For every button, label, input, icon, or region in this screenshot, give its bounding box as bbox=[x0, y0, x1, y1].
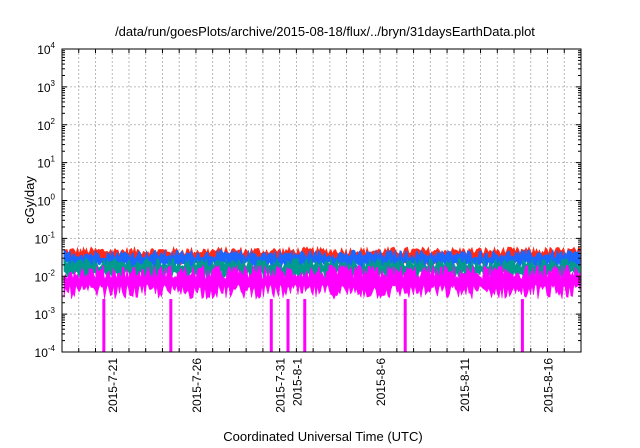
series-band-4 bbox=[63, 263, 581, 301]
magenta-drop bbox=[102, 299, 106, 352]
x-tick-label: 2015-8-1 bbox=[290, 358, 304, 406]
y-axis-label: cGy/day bbox=[22, 176, 37, 224]
y-tick-label: 10-4 bbox=[35, 344, 56, 360]
y-tick-label: 10-2 bbox=[35, 268, 56, 284]
x-tick-label: 2015-7-31 bbox=[274, 358, 288, 413]
y-tick-label: 104 bbox=[37, 41, 55, 57]
x-axis-label: Coordinated Universal Time (UTC) bbox=[223, 429, 422, 444]
x-tick-label: 2015-8-11 bbox=[458, 358, 472, 412]
x-tick-label: 2015-8-6 bbox=[374, 358, 388, 406]
magenta-drop bbox=[303, 299, 307, 352]
chart-series bbox=[63, 245, 581, 352]
magenta-drop bbox=[403, 299, 407, 352]
x-tick-label: 2015-7-26 bbox=[190, 358, 204, 413]
y-tick-label: 102 bbox=[37, 117, 55, 133]
y-axis: 10-4 10-3 10-2 10-1 100 101 102 103 104 bbox=[35, 41, 581, 360]
x-tick-label: 2015-8-16 bbox=[542, 358, 556, 413]
y-tick-label: 101 bbox=[37, 155, 55, 171]
magenta-drop bbox=[269, 299, 273, 352]
magenta-drop bbox=[520, 299, 524, 352]
y-tick-label: 103 bbox=[37, 79, 55, 95]
chart-title: /data/run/goesPlots/archive/2015-08-18/f… bbox=[115, 24, 535, 39]
y-tick-label: 100 bbox=[37, 193, 55, 209]
y-tick-label: 10-3 bbox=[35, 306, 56, 322]
y-tick-label: 10-1 bbox=[35, 230, 56, 246]
chart-grid bbox=[62, 49, 581, 352]
magenta-drop bbox=[286, 299, 290, 352]
x-axis: 2015-7-21 2015-7-26 2015-7-31 2015-8-1 2015-… bbox=[78, 49, 565, 413]
magenta-drop bbox=[169, 299, 173, 352]
x-tick-label: 2015-7-21 bbox=[106, 358, 120, 413]
